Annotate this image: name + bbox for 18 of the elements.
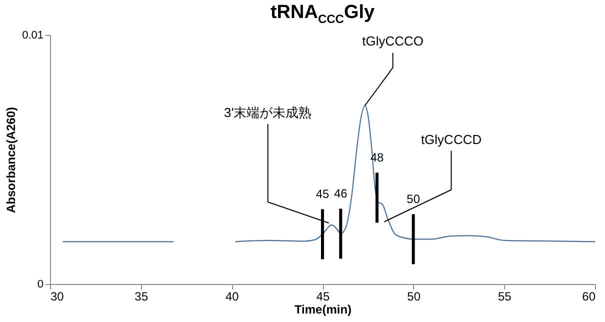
x-axis-title: Time(min) bbox=[294, 302, 352, 316]
x-tick-label: 30 bbox=[50, 290, 64, 304]
ref-line-label: 50 bbox=[406, 192, 420, 206]
x-tick-label: 50 bbox=[407, 290, 421, 304]
chart-title: tRNA$_{CCC}$Gly bbox=[269, 2, 376, 26]
annotation: tGlyCCCD bbox=[420, 132, 482, 147]
ref-line-label: 45 bbox=[316, 187, 330, 202]
y-axis-title: Absorbance(A260) bbox=[4, 106, 18, 214]
y-tick-label: 0 bbox=[37, 278, 44, 290]
x-tick-label: 60 bbox=[582, 290, 596, 304]
x-tick-label: 40 bbox=[225, 290, 240, 304]
x-tick-label: 45 bbox=[316, 290, 330, 304]
x-tick-label: 55 bbox=[498, 290, 512, 304]
y-tick-label: 0.01 bbox=[22, 30, 44, 42]
annotation: 3'末端が未成熟 bbox=[224, 104, 312, 120]
annotation: tGlyCCCO bbox=[362, 34, 424, 49]
x-tick-label: 35 bbox=[134, 290, 148, 304]
ref-line-label: 46 bbox=[334, 186, 348, 201]
